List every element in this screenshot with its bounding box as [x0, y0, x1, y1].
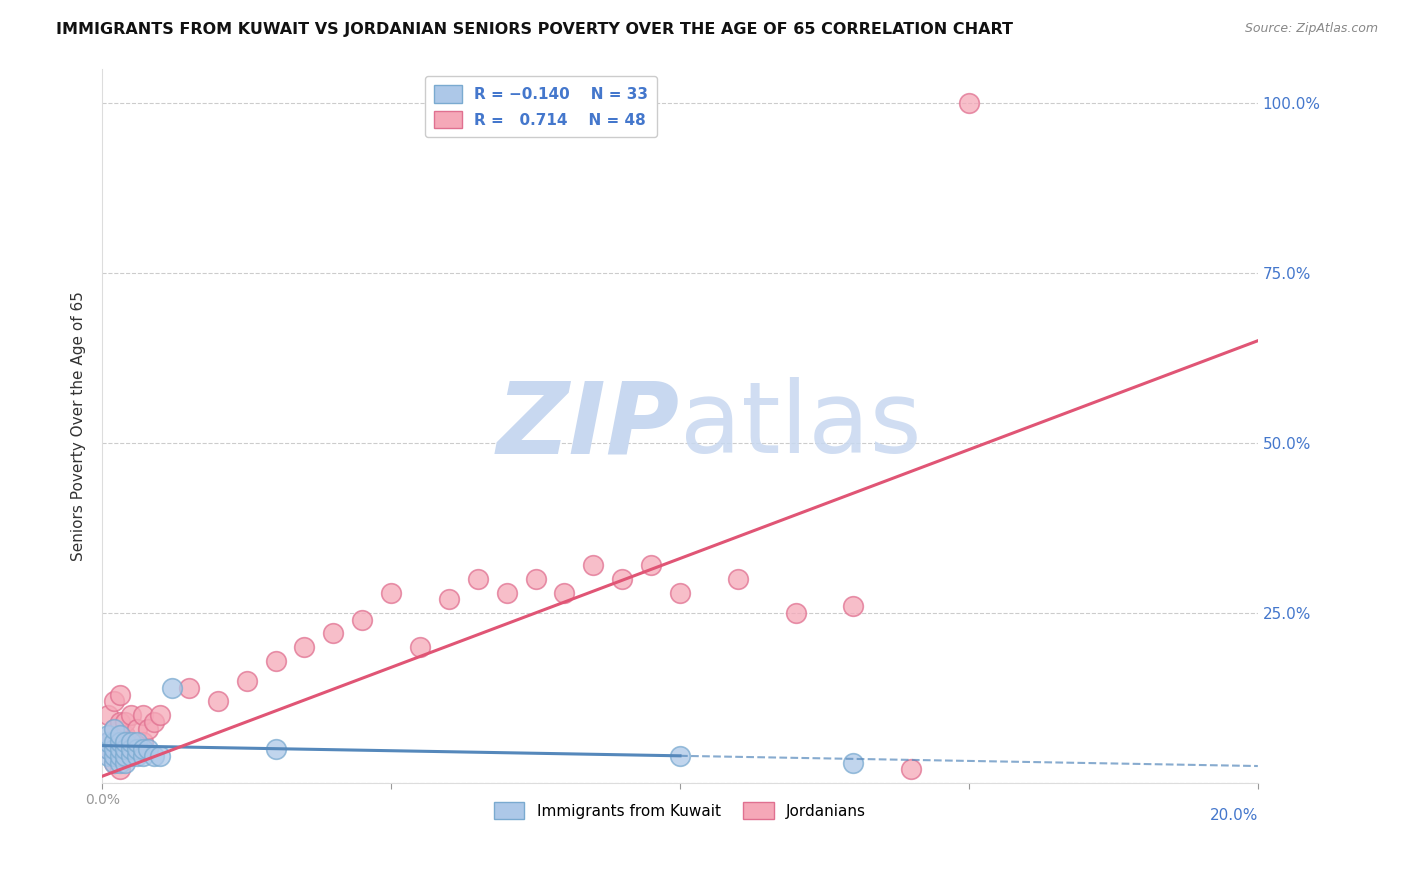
- Point: [97, 708, 120, 723]
- Point: [103, 694, 125, 708]
- Point: [669, 748, 692, 763]
- Point: [108, 735, 131, 749]
- Point: [900, 763, 922, 777]
- Point: [160, 681, 183, 695]
- Point: [669, 585, 692, 599]
- Point: [108, 748, 131, 763]
- Point: [114, 742, 136, 756]
- Point: [294, 640, 316, 654]
- Point: [149, 708, 172, 723]
- Point: [103, 748, 125, 763]
- Point: [264, 742, 287, 756]
- Point: [108, 742, 131, 756]
- Point: [785, 606, 807, 620]
- Text: IMMIGRANTS FROM KUWAIT VS JORDANIAN SENIORS POVERTY OVER THE AGE OF 65 CORRELATI: IMMIGRANTS FROM KUWAIT VS JORDANIAN SENI…: [56, 22, 1014, 37]
- Point: [125, 722, 148, 736]
- Text: Source: ZipAtlas.com: Source: ZipAtlas.com: [1244, 22, 1378, 36]
- Point: [108, 763, 131, 777]
- Point: [108, 688, 131, 702]
- Point: [120, 708, 142, 723]
- Point: [553, 585, 575, 599]
- Point: [125, 735, 148, 749]
- Point: [108, 756, 131, 770]
- Point: [125, 742, 148, 756]
- Point: [103, 735, 125, 749]
- Point: [120, 748, 142, 763]
- Point: [103, 722, 125, 736]
- Point: [138, 722, 160, 736]
- Point: [131, 708, 153, 723]
- Point: [114, 735, 136, 749]
- Point: [108, 742, 131, 756]
- Point: [114, 748, 136, 763]
- Point: [437, 592, 460, 607]
- Point: [97, 728, 120, 742]
- Point: [177, 681, 200, 695]
- Point: [380, 585, 402, 599]
- Point: [322, 626, 344, 640]
- Point: [143, 714, 166, 729]
- Point: [120, 742, 142, 756]
- Point: [108, 728, 131, 742]
- Point: [108, 728, 131, 742]
- Point: [97, 735, 120, 749]
- Point: [120, 735, 142, 749]
- Point: [149, 748, 172, 763]
- Point: [495, 585, 517, 599]
- Point: [131, 735, 153, 749]
- Point: [125, 748, 148, 763]
- Point: [143, 748, 166, 763]
- Point: [842, 599, 865, 613]
- Point: [131, 742, 153, 756]
- Point: [264, 654, 287, 668]
- Point: [114, 714, 136, 729]
- Point: [467, 572, 489, 586]
- Point: [97, 748, 120, 763]
- Point: [612, 572, 634, 586]
- Point: [103, 742, 125, 756]
- Text: ZIP: ZIP: [498, 377, 681, 475]
- Point: [727, 572, 749, 586]
- Point: [97, 735, 120, 749]
- Point: [842, 756, 865, 770]
- Point: [131, 748, 153, 763]
- Point: [640, 558, 662, 573]
- Point: [97, 742, 120, 756]
- Point: [97, 742, 120, 756]
- Point: [103, 735, 125, 749]
- Point: [114, 748, 136, 763]
- Point: [108, 714, 131, 729]
- Legend: Immigrants from Kuwait, Jordanians: Immigrants from Kuwait, Jordanians: [488, 796, 872, 825]
- Point: [114, 756, 136, 770]
- Point: [207, 694, 229, 708]
- Point: [103, 756, 125, 770]
- Point: [235, 673, 257, 688]
- Point: [120, 735, 142, 749]
- Point: [957, 95, 980, 110]
- Point: [103, 756, 125, 770]
- Text: atlas: atlas: [681, 377, 922, 475]
- Point: [125, 742, 148, 756]
- Point: [524, 572, 547, 586]
- Point: [103, 748, 125, 763]
- Text: 20.0%: 20.0%: [1209, 808, 1258, 823]
- Y-axis label: Seniors Poverty Over the Age of 65: Seniors Poverty Over the Age of 65: [72, 291, 86, 561]
- Point: [103, 722, 125, 736]
- Point: [582, 558, 605, 573]
- Point: [114, 728, 136, 742]
- Point: [409, 640, 432, 654]
- Point: [138, 742, 160, 756]
- Point: [352, 613, 374, 627]
